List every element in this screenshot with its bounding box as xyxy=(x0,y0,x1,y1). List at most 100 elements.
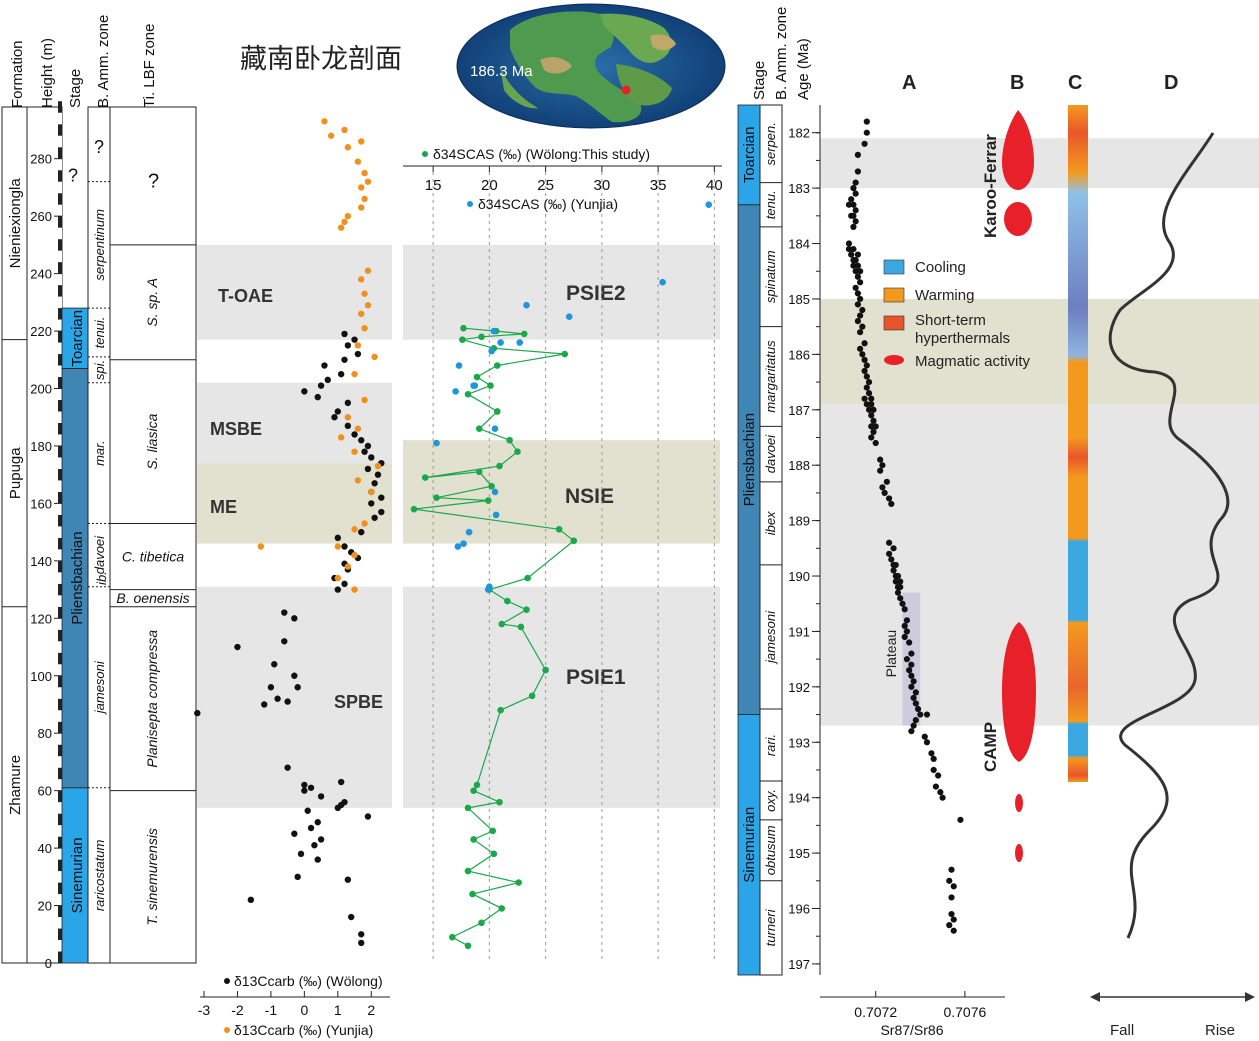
sulfur-point-yunjia xyxy=(465,528,473,536)
carbon-point-wolong xyxy=(321,362,328,369)
sulfur-point-yunjia xyxy=(460,540,467,547)
right-amm-zone-label: davoei xyxy=(763,434,778,473)
sulfur-point-wolong xyxy=(496,462,503,470)
carbon-point-yunjia xyxy=(358,204,365,211)
lbf-zone-label: S. sp. A xyxy=(144,278,160,327)
sr-point xyxy=(923,711,931,718)
header-right-age: Age (Ma) xyxy=(795,38,812,100)
event-label-spbe: SPBE xyxy=(334,692,383,712)
amm-zone-label: mar. xyxy=(92,440,107,466)
carbon-tick-label: 0 xyxy=(300,1002,308,1018)
carbon-point-wolong xyxy=(337,370,345,378)
age-tick-label: 194 xyxy=(788,791,810,806)
legend-warming-swatch xyxy=(883,287,905,303)
height-column xyxy=(26,106,63,964)
sr-point xyxy=(872,439,879,447)
sulfur-label-psie1: PSIE1 xyxy=(566,666,626,689)
height-tick-label: 0 xyxy=(45,956,52,971)
sr-point xyxy=(852,207,859,214)
carbon-point-wolong xyxy=(334,586,342,593)
sr-point xyxy=(908,661,915,668)
sulfur-point-wolong xyxy=(448,933,456,941)
sr-point xyxy=(857,268,864,275)
sr-point xyxy=(870,417,877,424)
carbon-point-wolong xyxy=(344,399,352,407)
right-amm-zone-label: margaritatus xyxy=(763,340,778,413)
legend-cooling-swatch xyxy=(883,259,905,275)
carbon-point-wolong xyxy=(234,643,241,651)
carbon-point-wolong xyxy=(344,422,352,430)
sr-point xyxy=(857,295,864,303)
header-lbf-zone: Ti. LBF zone xyxy=(141,24,158,108)
carbon-point-wolong xyxy=(341,330,348,338)
sulfur-point-yunjia xyxy=(454,543,462,550)
panel-label-c: C xyxy=(1068,72,1082,94)
sr-point xyxy=(863,118,870,125)
carbon-point-wolong xyxy=(307,824,315,832)
height-tick-label: 220 xyxy=(30,324,52,339)
height-tick-label: 200 xyxy=(30,382,52,397)
sr-point xyxy=(892,561,899,569)
sulfur-point-wolong xyxy=(520,330,528,338)
sulfur-point-wolong xyxy=(523,606,530,613)
sulfur-tick-label: 25 xyxy=(537,177,554,194)
stage-label-sinemurian: Sinemurian xyxy=(69,837,86,913)
sulfur-point-wolong xyxy=(469,890,476,898)
panel-label-a: A xyxy=(902,72,916,94)
carbon-point-wolong xyxy=(341,580,348,588)
height-tick-label: 280 xyxy=(30,152,52,167)
sulfur-point-wolong xyxy=(496,798,503,806)
sr-point xyxy=(912,689,919,696)
carbon-point-yunjia xyxy=(351,370,358,378)
carbon-point-wolong xyxy=(317,793,325,800)
formation-label-pupuga: Pupuga xyxy=(7,447,24,499)
sr-point xyxy=(908,683,915,690)
stage-label-pliensbachian: Pliensbachian xyxy=(69,531,86,624)
sr-point xyxy=(854,301,861,308)
carbon-point-yunjia xyxy=(361,324,368,332)
left-stratigraphic-columns: Zhamure Pupuga Nieniexiongla 0 20 40 60 80 100 12… xyxy=(1,101,197,971)
sr-point xyxy=(948,866,955,873)
sulfur-point-wolong xyxy=(459,336,466,343)
right-stage-label-sinemurian: Sinemurian xyxy=(741,807,758,883)
sulfur-point-wolong xyxy=(570,537,578,545)
carbon-point-wolong xyxy=(317,836,325,843)
event-label-t-oae: T-OAE xyxy=(218,286,273,306)
header-formation: Formation xyxy=(9,40,26,108)
formation-label-zhamure: Zhamure xyxy=(7,755,24,815)
carbon-point-wolong xyxy=(247,896,255,904)
sulfur-point-wolong xyxy=(488,482,495,490)
sulfur-point-yunjia xyxy=(433,439,440,447)
sr-point xyxy=(852,257,859,264)
age-tick-label: 195 xyxy=(788,846,810,861)
header-amm-zone: B. Amm. zone xyxy=(95,15,112,108)
sr-point xyxy=(921,733,928,740)
sr-point xyxy=(946,922,953,929)
carbon-point-wolong xyxy=(378,508,385,516)
sr-point xyxy=(852,218,859,225)
sr-point xyxy=(923,739,931,746)
camp-blob-small-1 xyxy=(1015,794,1023,812)
height-tick-label: 60 xyxy=(38,784,52,799)
carbon-point-wolong xyxy=(267,684,275,691)
sr-point xyxy=(852,268,859,275)
lbf-zone-unknown: ? xyxy=(148,170,159,192)
carbon-point-wolong xyxy=(341,543,348,550)
sulfur-point-wolong xyxy=(410,505,418,513)
carbon-point-wolong xyxy=(337,778,345,786)
sr-point xyxy=(903,628,911,635)
sulfur-point-wolong xyxy=(464,390,472,398)
sr-point xyxy=(852,190,859,197)
sr-point xyxy=(888,556,895,563)
sulfur-point-wolong xyxy=(504,597,511,605)
sulfur-point-yunjia xyxy=(470,382,477,389)
age-tick-label: 185 xyxy=(788,292,810,307)
rise-label: Rise xyxy=(1205,1022,1235,1039)
sr-axis-title: Sr87/Sr86 xyxy=(880,1022,943,1038)
carbon-point-yunjia xyxy=(351,586,358,593)
carbon-point-yunjia xyxy=(344,212,352,220)
legend-magmatic-label: Magmatic activity xyxy=(915,353,1031,370)
carbon-point-wolong xyxy=(341,356,348,363)
sr-point xyxy=(950,927,957,934)
sr-point xyxy=(928,750,935,757)
